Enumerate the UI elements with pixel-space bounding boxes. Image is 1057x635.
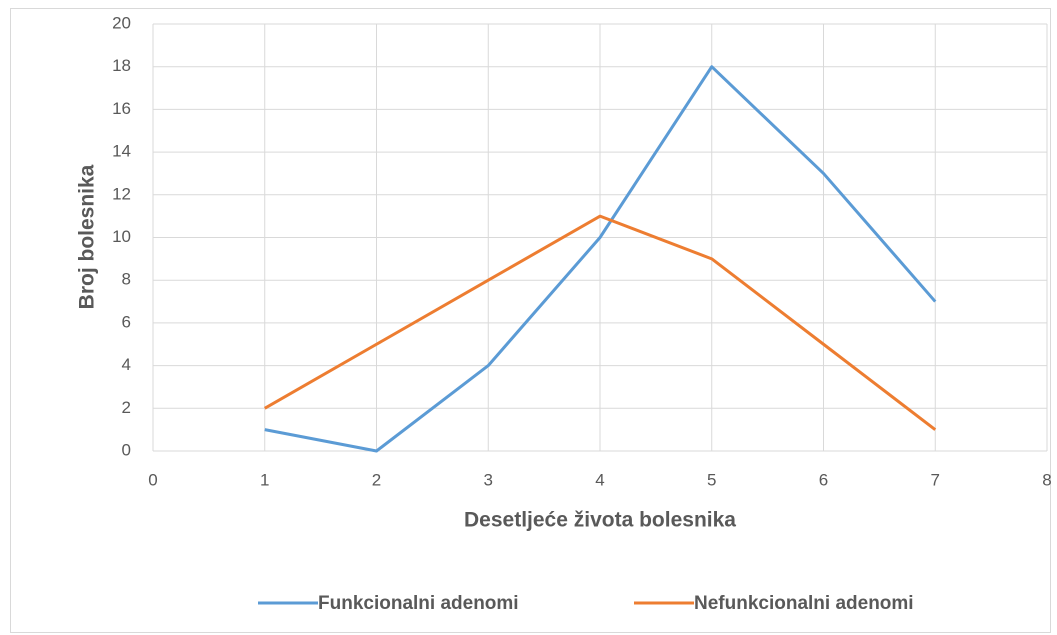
y-tick-label: 2 — [122, 398, 131, 417]
x-tick-label: 6 — [819, 470, 828, 489]
x-tick-label: 8 — [1042, 470, 1051, 489]
series-line — [264, 65, 937, 453]
y-tick-label: 12 — [112, 184, 131, 203]
x-tick-label: 3 — [484, 470, 493, 489]
y-axis-title: Broj bolesnika — [76, 164, 99, 309]
y-tick-label: 0 — [122, 440, 131, 459]
legend-label: Nefunkcionalni adenomi — [694, 593, 914, 614]
x-axis-title: Desetljeće života bolesnika — [464, 509, 736, 532]
y-tick-label: 10 — [112, 227, 131, 246]
y-tick-label: 6 — [122, 312, 131, 331]
y-tick-label: 18 — [112, 56, 131, 75]
legend-label: Funkcionalni adenomi — [318, 593, 519, 614]
x-tick-label: 5 — [707, 470, 716, 489]
series-line — [264, 214, 937, 431]
y-tick-label: 4 — [122, 355, 131, 374]
y-tick-label: 16 — [112, 99, 131, 118]
chart-frame — [10, 8, 1051, 633]
y-tick-label: 14 — [112, 142, 131, 161]
x-tick-label: 7 — [931, 470, 940, 489]
y-tick-label: 8 — [122, 270, 131, 289]
y-tick-label: 20 — [112, 13, 131, 32]
x-tick-label: 0 — [148, 470, 157, 489]
x-tick-label: 4 — [595, 470, 604, 489]
x-tick-label: 2 — [372, 470, 381, 489]
x-tick-label: 1 — [260, 470, 269, 489]
